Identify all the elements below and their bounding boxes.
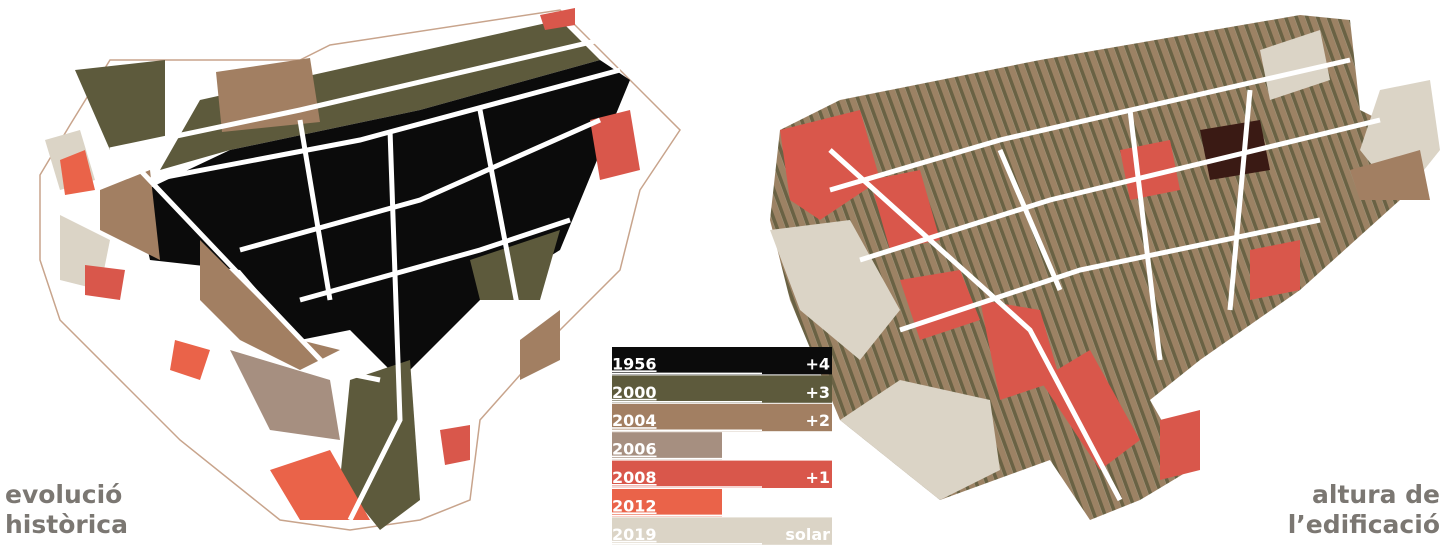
legend-height: +4 [805,354,830,373]
page: 1956 +4 2000 +3 2004 +2 2006 2008 +1 2012 2019 sola… [0,0,1455,546]
legend-height: solar [785,525,830,544]
caption-right: l’edificació [1288,510,1440,539]
legend-year: 2019 [612,525,657,544]
legend-height: +2 [805,411,830,430]
legend-year: 2006 [612,440,657,459]
map-left [40,8,680,530]
legend-year: 2012 [612,496,657,515]
legend-height: +1 [805,468,830,487]
map-right [770,15,1440,520]
caption-left: evolució [5,480,122,509]
legend-year: 1956 [612,354,657,373]
legend-year: 2000 [612,383,657,402]
legend-year: 2004 [612,411,657,430]
legend-year: 2008 [612,468,657,487]
legend-height: +3 [805,383,830,402]
legend: 1956 +4 2000 +3 2004 +2 2006 2008 +1 2012 2019 sola… [612,347,832,545]
caption-left: històrica [5,510,128,539]
caption-right: altura de [1312,480,1440,509]
